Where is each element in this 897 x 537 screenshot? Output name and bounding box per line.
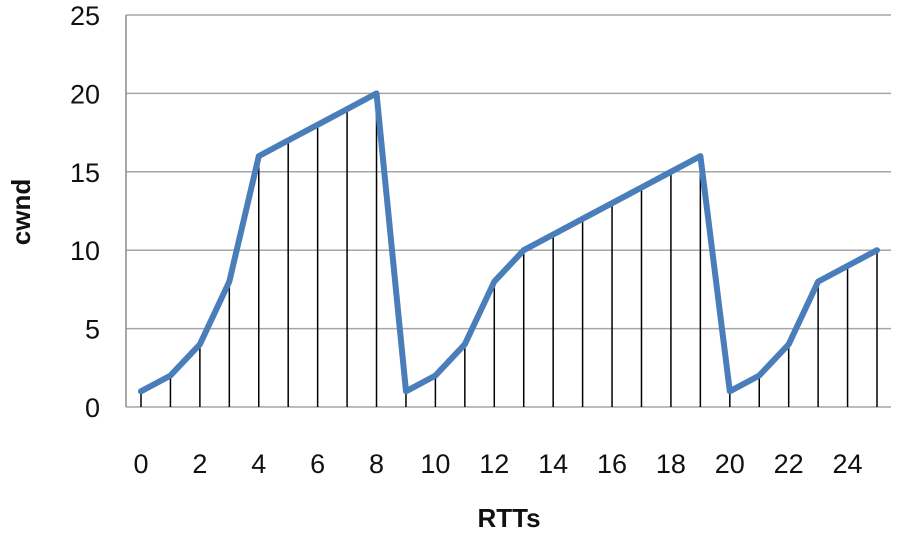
y-axis-title: cwnd: [6, 179, 36, 245]
series-layer: [138, 90, 880, 395]
x-tick-label: 0: [133, 449, 148, 479]
x-tick-label: 24: [833, 449, 863, 479]
y-tick-label: 20: [70, 79, 100, 109]
y-tick-label: 0: [85, 393, 100, 423]
x-tick-label: 20: [715, 449, 745, 479]
y-tick-label: 15: [70, 158, 100, 188]
x-axis-title: RTTs: [477, 503, 540, 533]
x-tick-label: 10: [420, 449, 450, 479]
gridlines: [126, 14, 891, 408]
y-tick-label: 10: [70, 236, 100, 266]
drop-lines: [140, 93, 878, 407]
x-tick-label: 12: [479, 449, 509, 479]
x-tick-label: 16: [597, 449, 627, 479]
x-tick-label: 2: [192, 449, 207, 479]
series-line: [138, 90, 880, 395]
x-tick-label: 18: [656, 449, 686, 479]
y-tick-label: 25: [70, 1, 100, 31]
x-tick-label: 14: [538, 449, 568, 479]
x-tick-labels: 0 2 4 6 8 10 12 14 16 18 20 22 24: [133, 449, 862, 479]
y-tick-labels: 0 5 10 15 20 25: [70, 1, 100, 423]
x-tick-label: 4: [251, 449, 266, 479]
y-tick-label: 5: [85, 315, 100, 345]
x-tick-label: 22: [774, 449, 804, 479]
x-tick-label: 6: [310, 449, 325, 479]
x-tick-label: 8: [369, 449, 384, 479]
